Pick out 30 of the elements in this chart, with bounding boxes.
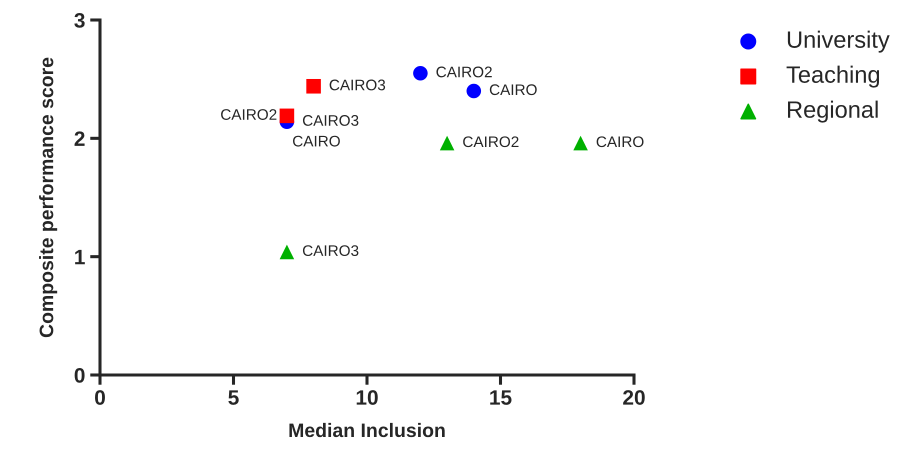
data-label: CAIRO2 xyxy=(436,66,492,78)
legend-label: University xyxy=(788,30,890,53)
x-axis-title: Median Inclusion xyxy=(289,422,445,438)
data-label: CAIRO2 xyxy=(463,136,518,148)
data-label: CAIRO3 xyxy=(302,115,358,126)
x-tick-label: 15 xyxy=(490,390,512,405)
legend-label: Teaching xyxy=(786,66,880,88)
x-tick-label: 10 xyxy=(356,390,378,405)
annotation: CAIRO xyxy=(293,136,340,147)
legend-label: Regional xyxy=(788,100,878,123)
point xyxy=(573,136,588,150)
point xyxy=(280,244,294,260)
data-label: CAIRO xyxy=(490,84,537,96)
point xyxy=(440,136,454,150)
x-tick-label: 20 xyxy=(623,390,645,405)
point xyxy=(413,66,428,81)
y-tick-label: 1 xyxy=(75,250,85,264)
point xyxy=(280,108,294,124)
data-label: CAIRO3 xyxy=(302,245,358,256)
y-tick-label: 2 xyxy=(74,131,85,146)
point xyxy=(466,84,482,98)
x-tick-label: 0 xyxy=(95,390,105,405)
data-label: CAIRO2 xyxy=(221,109,276,120)
y-tick-label: 0 xyxy=(74,368,85,383)
x-tick-label: 5 xyxy=(228,390,239,405)
y-tick-label: 3 xyxy=(74,13,85,28)
point xyxy=(306,78,321,94)
data-label: CAIRO xyxy=(596,136,644,148)
y-axis-title: Composite performance score xyxy=(39,58,58,338)
data-label: CAIRO3 xyxy=(330,80,386,90)
